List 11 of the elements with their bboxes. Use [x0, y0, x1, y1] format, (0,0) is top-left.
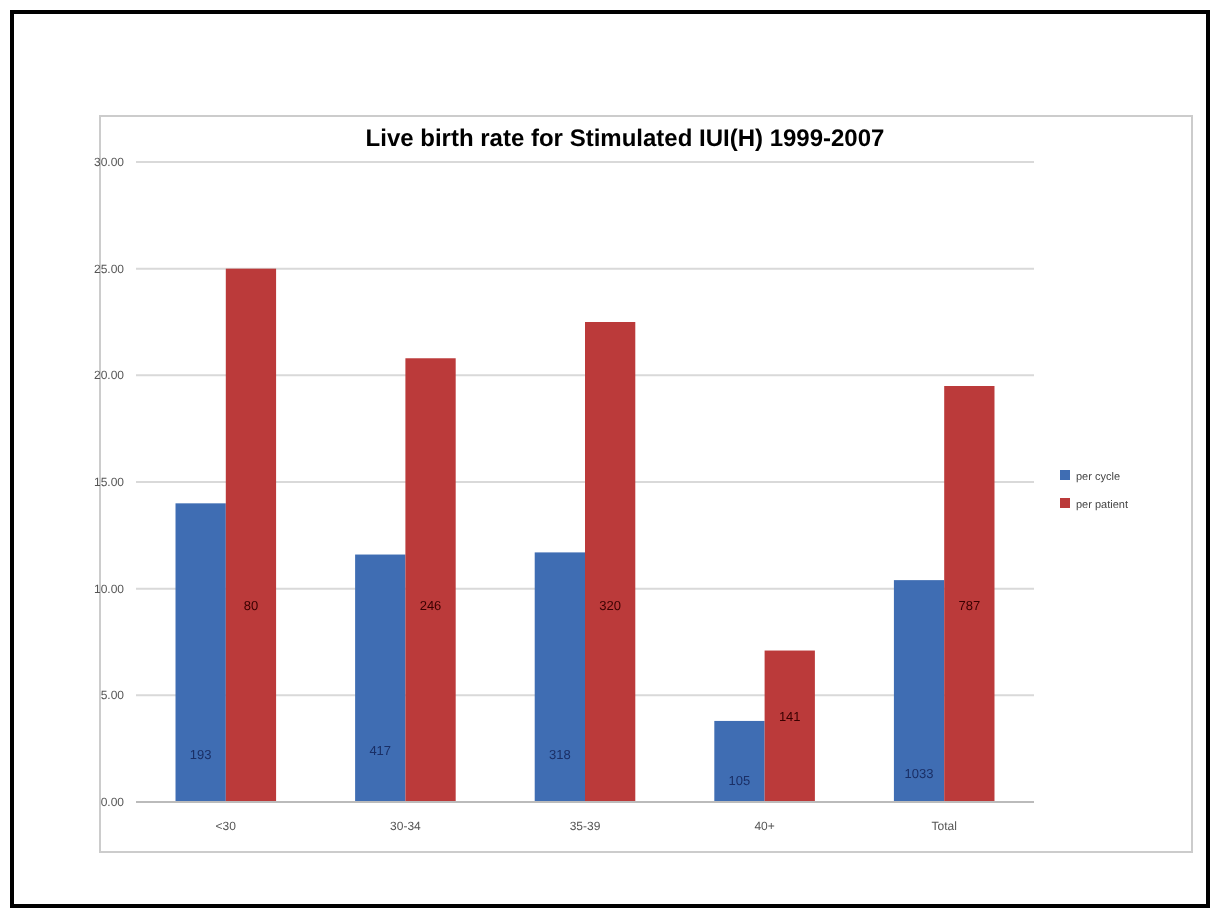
bar	[534, 552, 585, 802]
bar	[175, 503, 226, 802]
bar	[405, 358, 456, 802]
bar	[225, 268, 277, 802]
bar	[585, 322, 636, 802]
chart-title: Live birth rate for Stimulated IUI(H) 1999-2007	[365, 124, 886, 152]
bar	[893, 580, 945, 802]
bar	[764, 650, 815, 802]
bar	[355, 554, 406, 802]
bar	[714, 720, 765, 802]
bar	[944, 386, 995, 802]
